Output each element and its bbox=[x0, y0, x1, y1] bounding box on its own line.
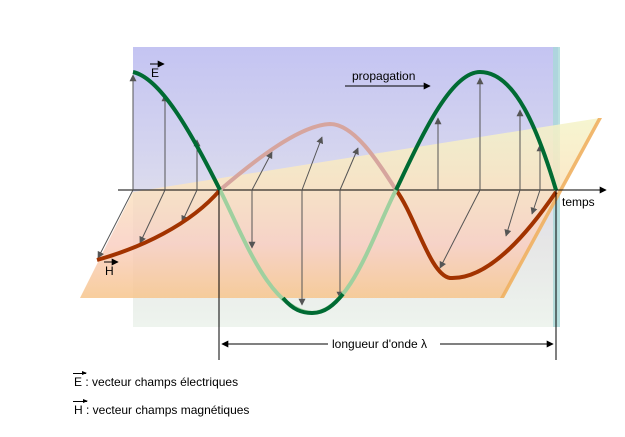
propagation-label: propagation bbox=[352, 69, 415, 83]
legend-e-text: : vecteur champs électriques bbox=[85, 375, 239, 389]
legend-magnetic: H : vecteur champs magnétiques bbox=[73, 399, 250, 417]
magnetic-wave-2 bbox=[394, 188, 558, 281]
magnetic-plane-edge bbox=[500, 118, 602, 298]
electric-field-vectors bbox=[129, 74, 544, 306]
temps-label: temps bbox=[562, 195, 595, 209]
wavelength-label: longueur d'onde λ bbox=[332, 337, 427, 351]
legend-h-symbol: H bbox=[73, 399, 88, 417]
magnetic-field-vectors bbox=[97, 136, 541, 269]
wavelength-label-bg bbox=[328, 336, 440, 352]
h-label: H bbox=[105, 264, 114, 278]
magnetic-wave bbox=[96, 188, 222, 262]
legend-h-text: : vecteur champs magnétiques bbox=[86, 403, 250, 417]
e-label: E bbox=[151, 66, 159, 80]
electric-wave-2 bbox=[394, 69, 558, 191]
legend-e-symbol: E bbox=[72, 371, 88, 389]
legend-electric: E : vecteur champs électriques bbox=[72, 371, 239, 389]
electric-wave-bottom bbox=[281, 292, 345, 316]
magnetic-wave-back bbox=[218, 121, 398, 192]
electric-wave-1 bbox=[132, 70, 222, 191]
